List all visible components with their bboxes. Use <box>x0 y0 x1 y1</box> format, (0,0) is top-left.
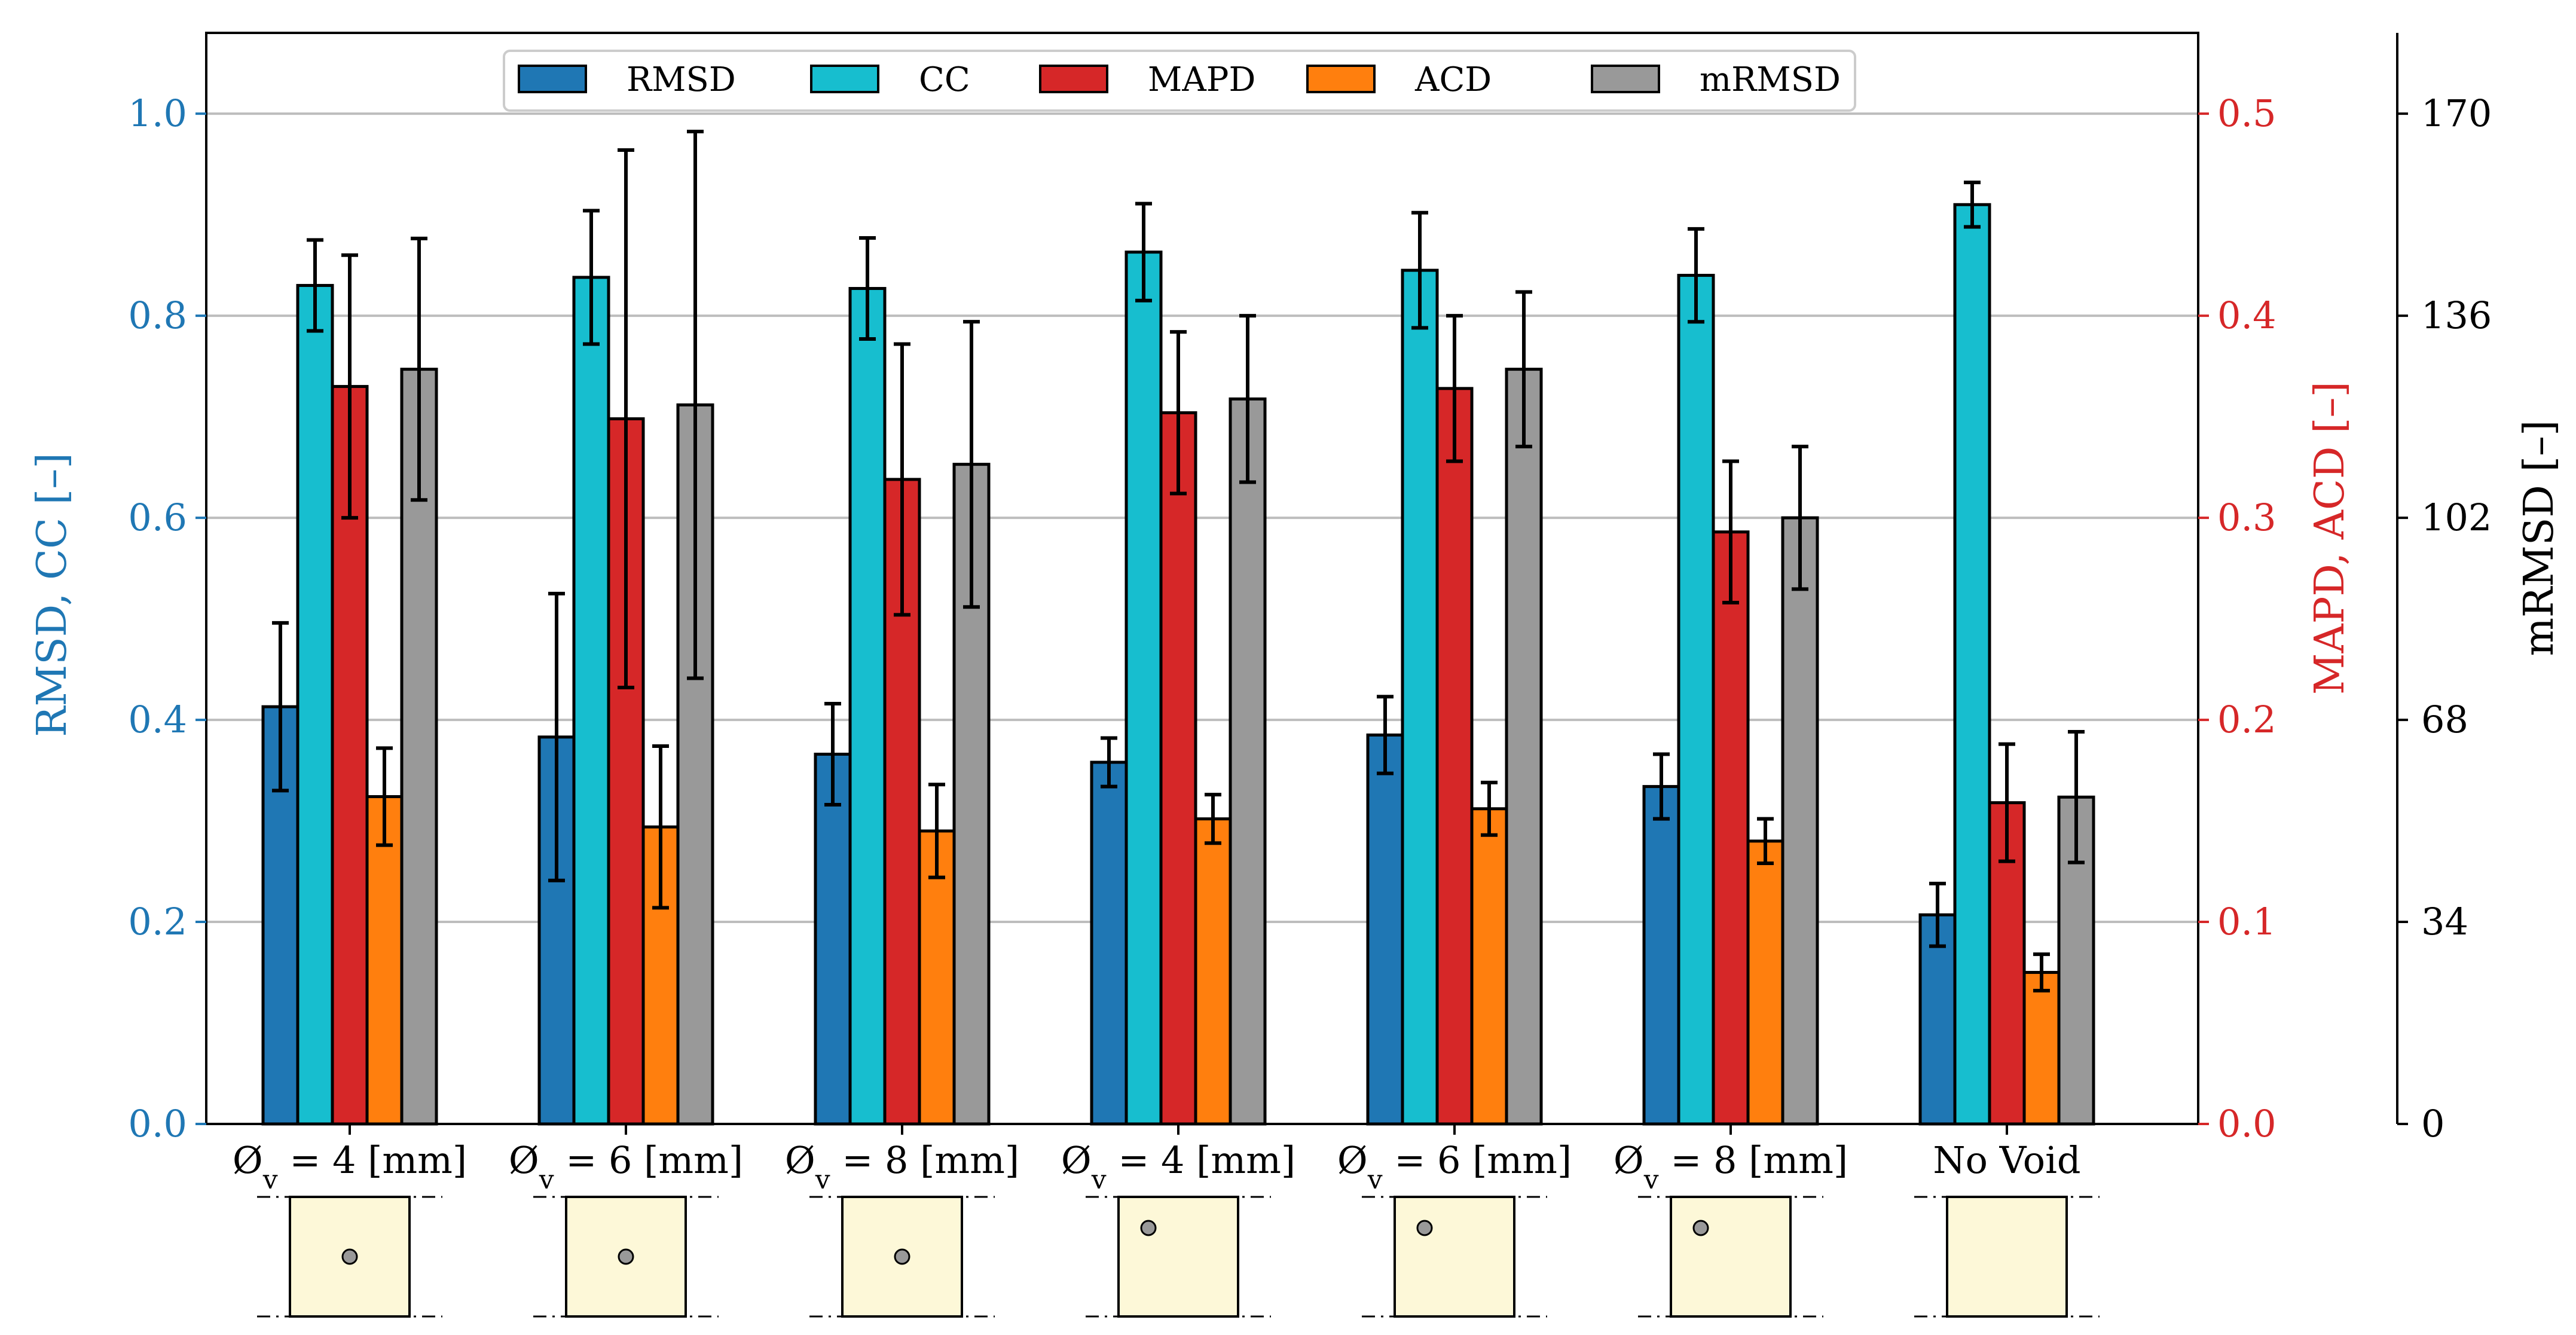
bar-cc <box>1401 268 1439 1126</box>
bar-rmsd <box>1090 760 1128 1126</box>
bar-cc <box>848 287 887 1126</box>
legend-label-rmsd: RMSD <box>627 60 736 99</box>
category-labels: Øv = 4 [mm] Øv = 6 [mm] Øv = 8 [mm] Øv = 4 … <box>233 1124 2081 1195</box>
bar-cc <box>296 283 334 1126</box>
void-dot <box>894 1248 910 1265</box>
right-axis-title-mapd-acd: MAPD, ACD [–] <box>2306 381 2354 695</box>
legend-label-acd: ACD <box>1414 60 1492 99</box>
bar-mapd <box>1712 530 1750 1126</box>
bar-mapd <box>1159 411 1197 1126</box>
specimen-square <box>1946 1196 2068 1318</box>
bar-acd <box>918 829 956 1126</box>
bars <box>261 130 2095 1126</box>
category-label: Øv = 8 [mm] <box>785 1138 1019 1195</box>
void-icon <box>1362 1196 1547 1318</box>
legend-swatch-mapd <box>1039 65 1108 93</box>
legend-label-mrmsd: mRMSD <box>1700 60 1841 99</box>
void-dot <box>1692 1220 1709 1236</box>
bar-rmsd <box>1366 733 1404 1126</box>
category-label: Øv = 4 [mm] <box>1061 1138 1295 1195</box>
left-axis-tick-label: 0.2 <box>128 900 187 943</box>
ticks: 0.0 0.2 0.4 0.6 0.8 1.0 0.0 0.1 0.2 0.3 0.4 0.5 0 34 6… <box>128 91 2492 1145</box>
right-axis-title-mrmsd: mRMSD [–] <box>2516 420 2563 656</box>
mrmsd-axis-tick-label: 0 <box>2421 1102 2444 1145</box>
category-label: Øv = 8 [mm] <box>1614 1138 1848 1195</box>
left-axis-title: RMSD, CC [–] <box>29 453 76 737</box>
legend-label-cc: CC <box>919 60 970 99</box>
gridlines <box>206 112 2198 924</box>
mapd-acd-axis-tick-label: 0.5 <box>2217 91 2276 135</box>
legend-swatch-acd <box>1306 65 1376 93</box>
specimen-square <box>1117 1196 1239 1318</box>
void-dot <box>341 1248 358 1265</box>
void-icon <box>809 1196 995 1318</box>
left-axis-tick-label: 1.0 <box>128 91 187 135</box>
specimen-square <box>1670 1196 1792 1318</box>
bar-mrmsd <box>1781 516 1819 1126</box>
bar-cc <box>572 276 610 1126</box>
legend-swatch-rmsd <box>518 65 587 93</box>
mapd-acd-axis-tick-label: 0.0 <box>2217 1102 2276 1145</box>
specimen-square <box>1394 1196 1515 1318</box>
bar-acd <box>2022 971 2061 1126</box>
bar-acd <box>1194 817 1232 1126</box>
left-axis-tick-label: 0.4 <box>128 698 187 741</box>
bar-mrmsd <box>1505 368 1543 1126</box>
mrmsd-axis-tick-label: 170 <box>2421 91 2492 135</box>
legend: RMSD CC MAPD ACD mRMSD <box>503 50 1856 112</box>
mrmsd-axis-tick-label: 34 <box>2421 900 2468 943</box>
legend-swatch-cc <box>810 65 879 93</box>
bar-rmsd <box>1642 785 1680 1126</box>
bar-cc <box>1677 274 1715 1126</box>
mrmsd-axis-tick-label: 68 <box>2421 698 2468 741</box>
void-icon <box>1638 1196 1823 1318</box>
left-axis-tick-label: 0.0 <box>128 1102 187 1145</box>
void-icon <box>257 1196 442 1318</box>
void-dot <box>618 1248 634 1265</box>
category-label: Øv = 6 [mm] <box>509 1138 743 1195</box>
bar-rmsd <box>814 753 852 1126</box>
category-label: Øv = 6 [mm] <box>1337 1138 1572 1195</box>
void-dot <box>1140 1220 1157 1236</box>
axes <box>205 32 2398 1125</box>
legend-label-mapd: MAPD <box>1148 60 1255 99</box>
void-position-icons <box>257 1196 2100 1318</box>
mapd-acd-axis-tick-label: 0.1 <box>2217 900 2276 943</box>
category-label: No Void <box>1933 1138 2080 1182</box>
void-icon <box>1914 1196 2100 1318</box>
bar-cc <box>1124 250 1163 1126</box>
void-icon <box>533 1196 719 1318</box>
left-axis-tick-label: 0.8 <box>128 294 187 337</box>
void-icon <box>1086 1196 1271 1318</box>
void-dot <box>1416 1220 1433 1236</box>
bar-mrmsd <box>1229 397 1267 1126</box>
mapd-acd-axis-tick-label: 0.3 <box>2217 496 2276 539</box>
mapd-acd-axis-tick-label: 0.2 <box>2217 698 2276 741</box>
plot-frame <box>205 32 2199 1125</box>
category-label: Øv = 4 [mm] <box>233 1138 467 1195</box>
bar-acd <box>1746 839 1784 1126</box>
legend-swatch-mrmsd <box>1591 65 1660 93</box>
left-axis-tick-label: 0.6 <box>128 496 187 539</box>
bar-cc <box>1953 203 1991 1126</box>
mrmsd-axis-tick-label: 102 <box>2421 496 2492 539</box>
mapd-acd-axis-tick-label: 0.4 <box>2217 294 2276 337</box>
bar-mapd <box>1435 387 1474 1126</box>
mrmsd-axis-tick-label: 136 <box>2421 294 2492 337</box>
bar-acd <box>1470 807 1508 1126</box>
